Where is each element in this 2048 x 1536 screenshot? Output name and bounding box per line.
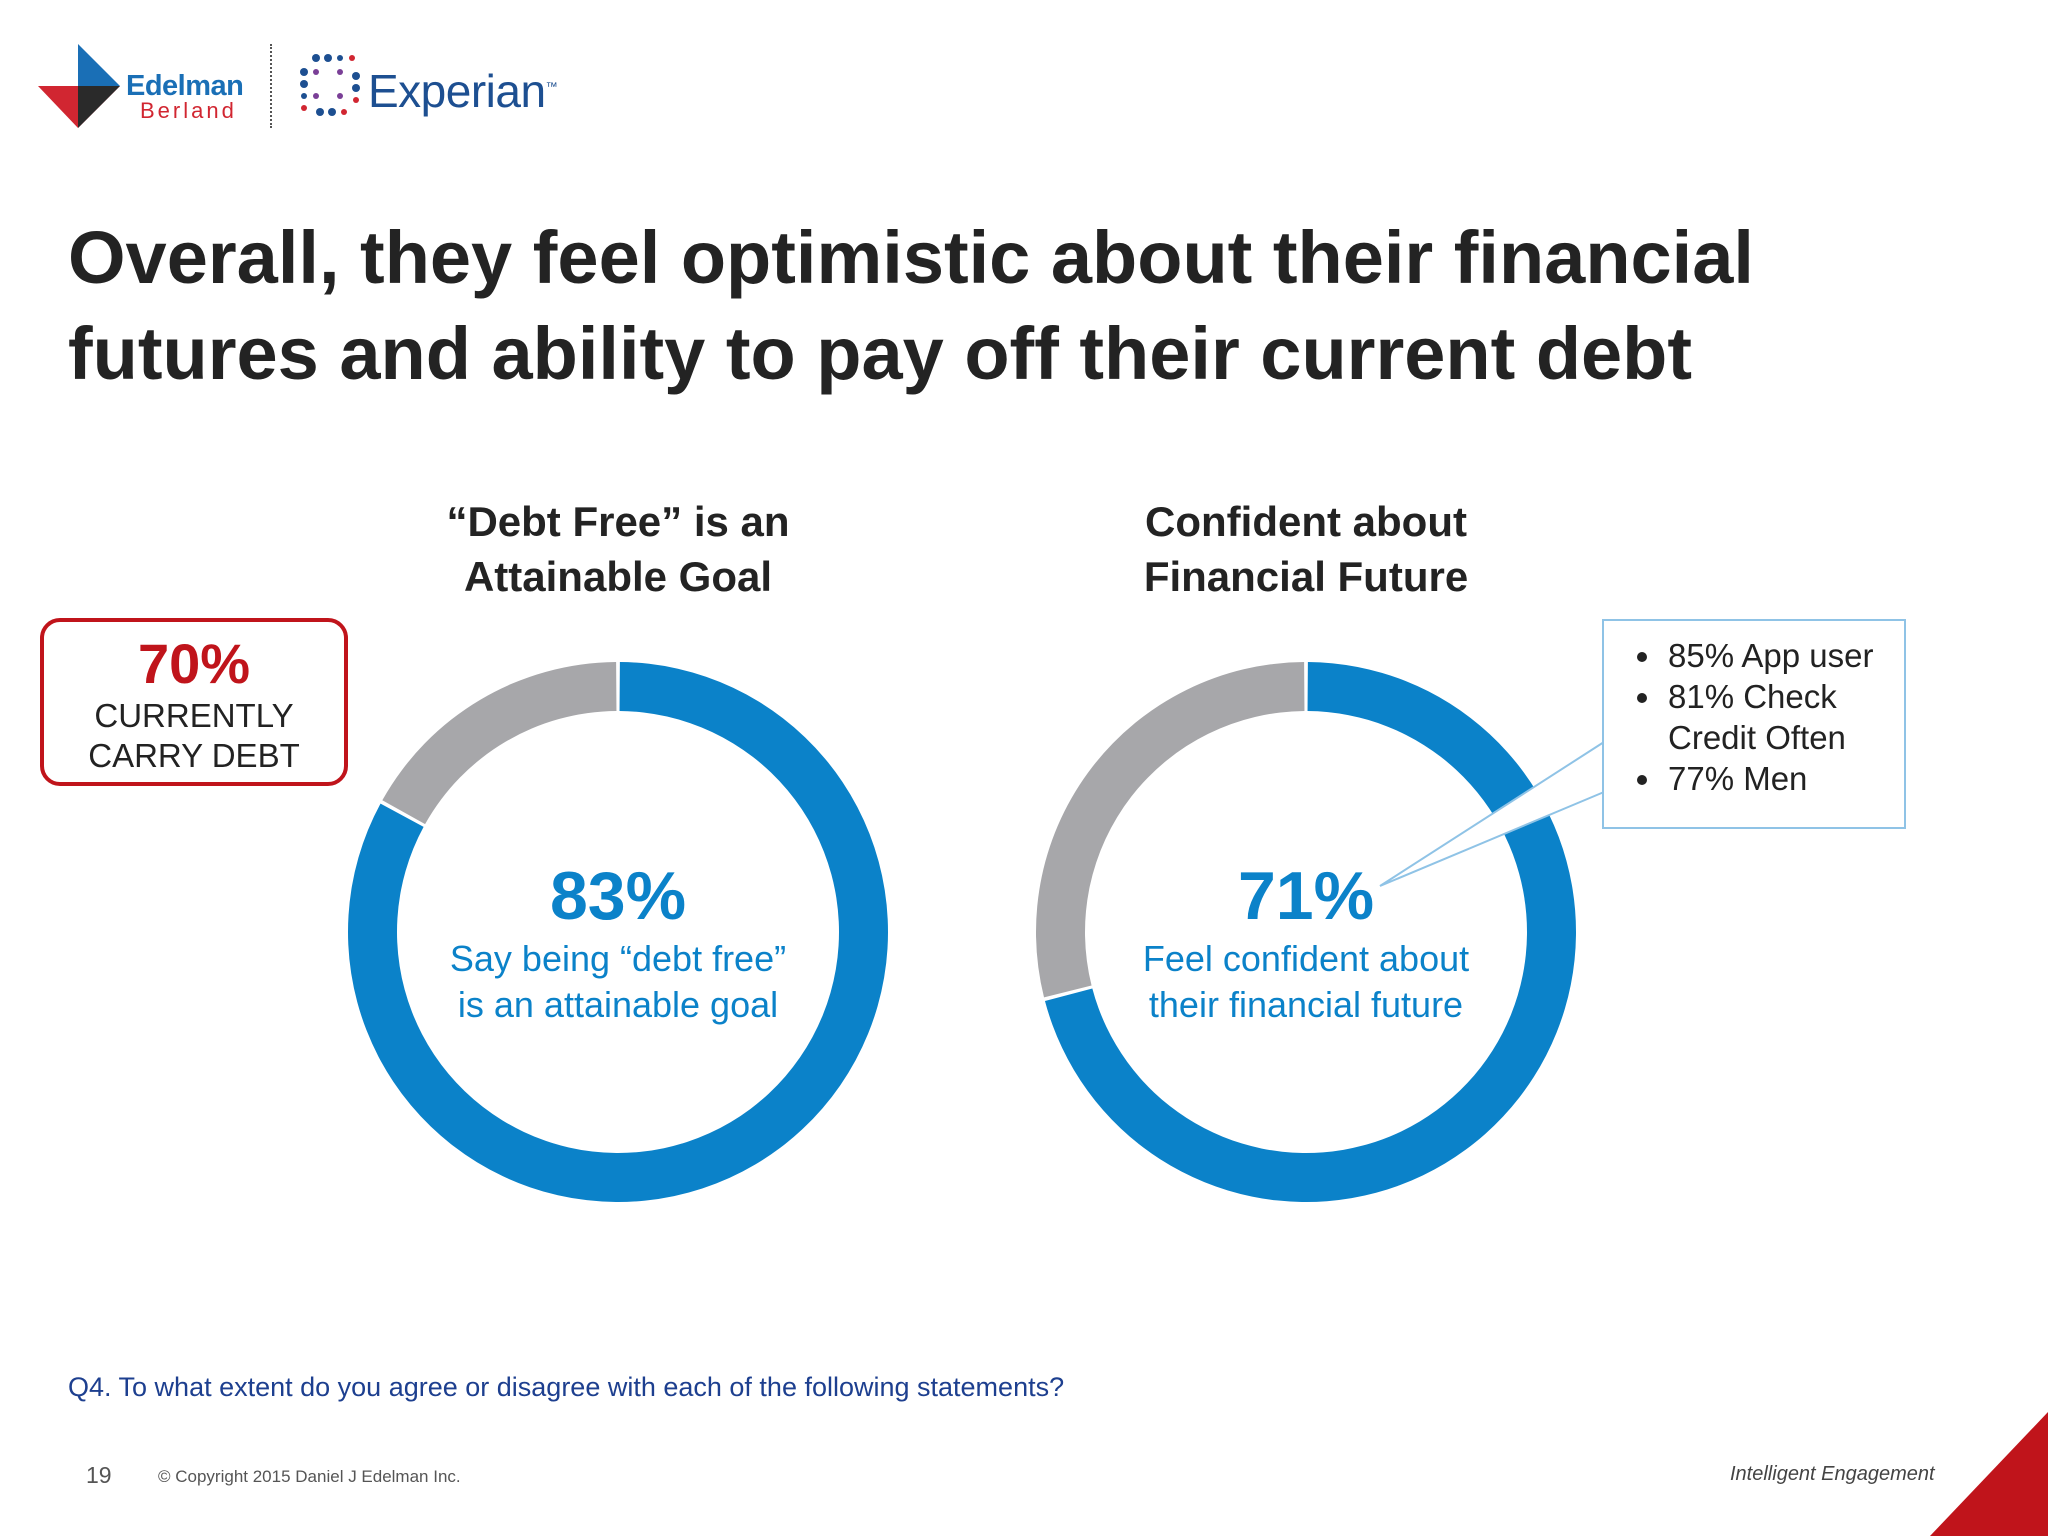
chart-2-title-line-2: Financial Future bbox=[1143, 553, 1469, 600]
page-title: Overall, they feel optimistic about thei… bbox=[68, 216, 1754, 395]
chart-1-center: 83% Say being “debt free” is an attainab… bbox=[338, 856, 898, 1028]
callout-item: 85% App user bbox=[1664, 635, 1904, 676]
chart-1-title: “Debt Free” is an Attainable Goal bbox=[338, 494, 898, 604]
chart-1-title-line-1: “Debt Free” is an bbox=[446, 498, 790, 545]
chart-2-center-text-1: Feel confident about bbox=[1142, 938, 1470, 979]
page-number: 19 bbox=[86, 1462, 112, 1488]
chart-2-center: 71% Feel confident about their financial… bbox=[1026, 856, 1586, 1028]
edelman-logo-mark bbox=[38, 44, 120, 128]
chart-1-center-text-2: is an attainable goal bbox=[457, 984, 779, 1025]
donut-slice-other bbox=[382, 662, 617, 825]
chart-2-center-value: 71% bbox=[1237, 858, 1375, 934]
chart-2-center-text-2: their financial future bbox=[1148, 984, 1464, 1025]
edelman-logo-text: Edelman bbox=[126, 70, 244, 102]
debt-callout-box: 70% CURRENTLY CARRY DEBT bbox=[40, 618, 348, 786]
berland-logo-text: Berland bbox=[140, 98, 237, 123]
debt-callout-line-2: CARRY DEBT bbox=[88, 737, 300, 774]
copyright-text: © Copyright 2015 Daniel J Edelman Inc. bbox=[158, 1467, 461, 1486]
debt-callout-value: 70% bbox=[137, 632, 251, 695]
experian-logo-mark bbox=[300, 54, 360, 116]
logo-area: Edelman Berland Experian™ bbox=[38, 40, 558, 140]
chart-1-center-text-1: Say being “debt free” bbox=[449, 938, 787, 979]
chart-1-title-line-2: Attainable Goal bbox=[463, 553, 773, 600]
callout-box: 85% App user 81% Check Credit Often 77% … bbox=[1602, 619, 1906, 829]
corner-triangle bbox=[1930, 1412, 2048, 1536]
debt-callout-line-1: CURRENTLY bbox=[94, 697, 294, 734]
callout-item: 77% Men bbox=[1664, 758, 1904, 799]
survey-question: Q4. To what extent do you agree or disag… bbox=[68, 1372, 1065, 1402]
logo-divider bbox=[270, 44, 272, 128]
chart-2-title: Confident about Financial Future bbox=[1026, 494, 1586, 604]
experian-logo-text: Experian™ bbox=[368, 65, 558, 117]
donut-chart-1 bbox=[338, 652, 898, 1212]
callout-list: 85% App user 81% Check Credit Often 77% … bbox=[1604, 635, 1904, 799]
donut-slice-other bbox=[1036, 662, 1305, 998]
callout-item: 81% Check Credit Often bbox=[1664, 676, 1904, 758]
donut-chart-2 bbox=[1026, 652, 1586, 1212]
chart-2-title-line-1: Confident about bbox=[1145, 498, 1467, 545]
chart-1-center-value: 83% bbox=[549, 858, 687, 934]
tagline: Intelligent Engagement bbox=[1730, 1463, 1935, 1485]
